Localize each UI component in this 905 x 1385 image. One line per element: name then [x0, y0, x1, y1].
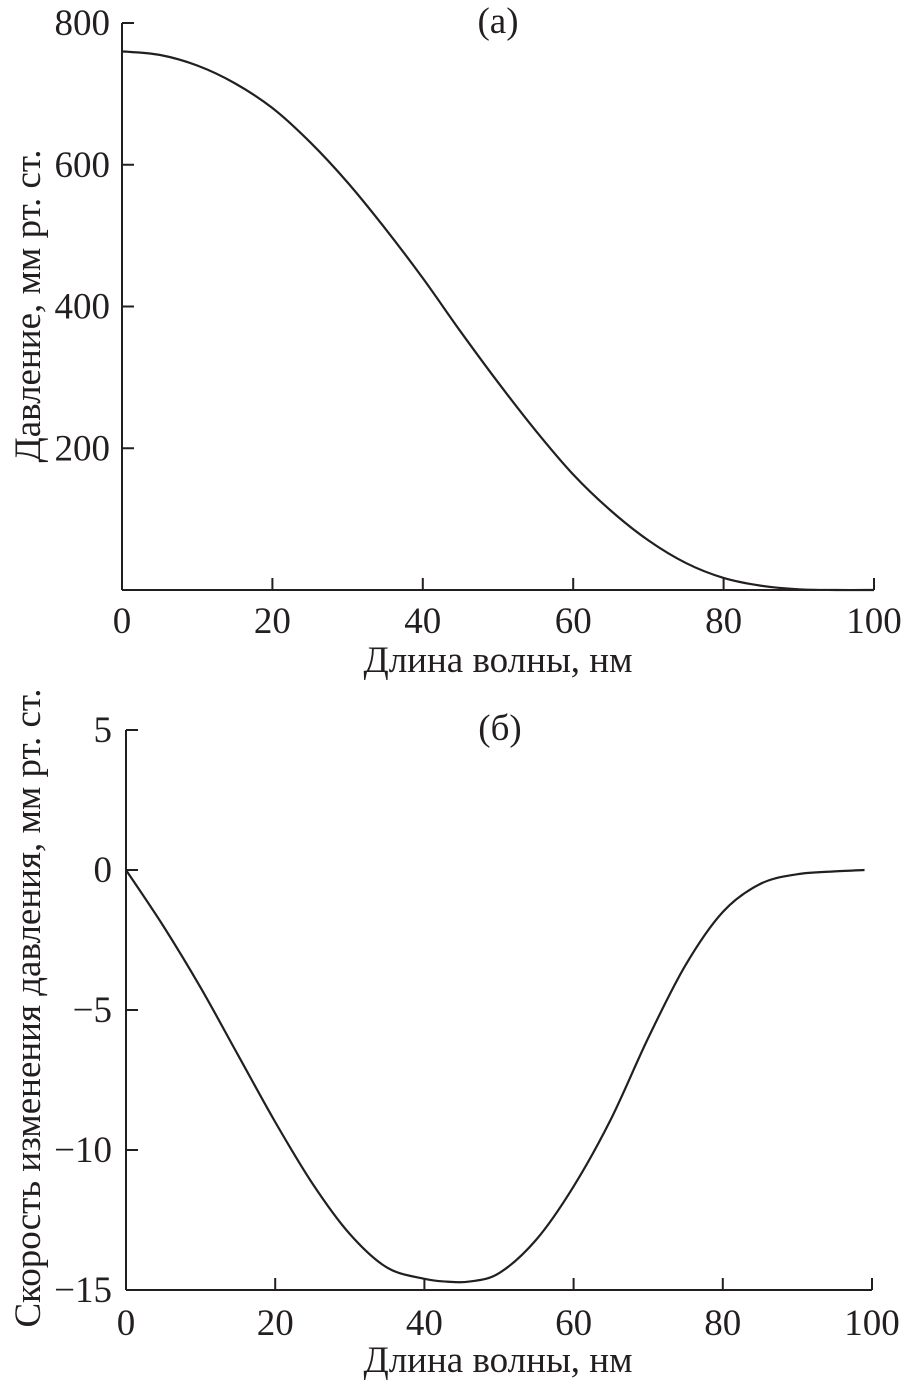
panel-b-title: (б)	[478, 708, 521, 749]
panel-a-x-tick-label: 0	[113, 601, 132, 642]
panel-b-x-tick-label: 0	[117, 1303, 136, 1344]
panel-a-y-tick-label: 600	[55, 145, 111, 186]
panel-a-y-tick-label: 800	[55, 3, 111, 44]
panel-a-y-tick-label: 200	[55, 428, 111, 469]
panel-b-y-tick-label: −5	[73, 990, 112, 1031]
panel-b-x-tick-label: 60	[555, 1303, 592, 1344]
panel-a-axes	[121, 23, 874, 591]
panel-b-x-axis-title: Длина волны, нм	[363, 1340, 632, 1381]
panel-a-x-tick-label: 20	[254, 601, 291, 642]
panel-b-series-line	[125, 868, 865, 1284]
panel-a-title: (а)	[477, 1, 518, 42]
panel-b-tick-labels: 0 20 40 60 80 100 5 0 −5 −10 −15	[54, 710, 900, 1344]
panel-a-pressure: 0 20 40 60 80 100 200 400 600 800 (а) Длина волны…	[8, 1, 902, 681]
panel-b-ticks	[125, 729, 873, 1291]
panel-b-x-tick-label: 40	[406, 1303, 443, 1344]
panel-b-x-tick-label: 100	[844, 1303, 900, 1344]
panel-b-rate: 0 20 40 60 80 100 5 0 −5 −10 −15 (б) Длина волны, …	[8, 688, 900, 1381]
panel-b-y-tick-label: −10	[54, 1130, 112, 1171]
panel-b-axes	[125, 730, 872, 1291]
panel-b-y-tick-label: 0	[94, 850, 113, 891]
panel-a-y-tick-label: 400	[55, 287, 111, 328]
panel-b-x-tick-label: 20	[257, 1303, 294, 1344]
panel-b-y-axis-title: Скорость изменения давления, мм рт. ст.	[8, 688, 49, 1327]
panel-a-y-axis-title: Давление, мм рт. ст.	[8, 149, 49, 462]
panel-b-y-tick-label: 5	[94, 710, 113, 751]
panel-a-x-tick-label: 60	[555, 601, 592, 642]
panel-a-x-axis-title: Длина волны, нм	[363, 640, 632, 681]
panel-b-y-tick-label: −15	[54, 1270, 112, 1311]
panel-a-x-tick-label: 100	[846, 601, 902, 642]
panel-a-series-line	[121, 50, 875, 592]
panel-b-x-tick-label: 80	[704, 1303, 741, 1344]
panel-a-tick-labels: 0 20 40 60 80 100 200 400 600 800	[55, 3, 902, 642]
panel-a-x-tick-label: 80	[705, 601, 742, 642]
panel-a-x-tick-label: 40	[404, 601, 441, 642]
panel-a-ticks	[121, 22, 875, 590]
